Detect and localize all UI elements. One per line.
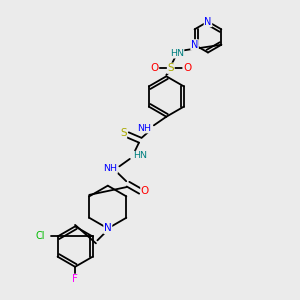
Text: F: F — [72, 274, 78, 284]
Text: O: O — [183, 63, 191, 73]
Text: N: N — [104, 224, 112, 233]
Text: NH: NH — [103, 164, 117, 173]
Text: N: N — [204, 16, 211, 27]
Text: S: S — [120, 128, 127, 138]
Text: NH: NH — [137, 124, 152, 133]
Text: O: O — [150, 63, 159, 73]
Text: O: O — [141, 186, 149, 196]
Text: HN: HN — [170, 49, 184, 58]
Text: N: N — [191, 40, 198, 50]
Text: HN: HN — [133, 152, 147, 160]
Text: Cl: Cl — [36, 231, 45, 241]
Text: S: S — [167, 63, 174, 73]
